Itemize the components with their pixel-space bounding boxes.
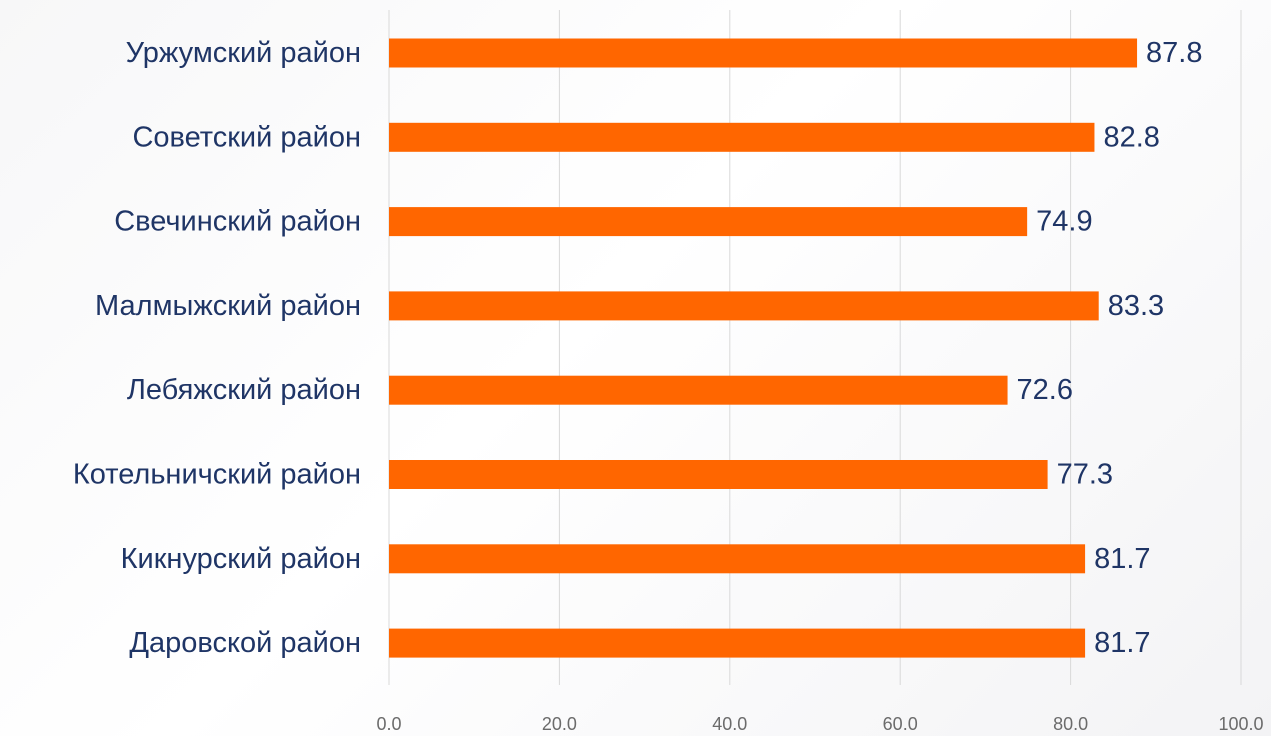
category-labels: Уржумский район Советский район Свечинский… — [73, 37, 361, 659]
category-label: Лебяжский район — [127, 374, 361, 406]
bar — [389, 460, 1048, 489]
x-axis-tick-labels: 0.0 20.0 40.0 60.0 80.0 100.0 — [376, 714, 1263, 734]
gridlines — [388, 10, 1242, 685]
x-tick-label: 80.0 — [1053, 714, 1088, 734]
category-label: Уржумский район — [126, 37, 361, 69]
x-tick-label: 20.0 — [542, 714, 577, 734]
category-label: Кикнурский район — [121, 543, 361, 575]
x-tick-label: 60.0 — [883, 714, 918, 734]
bar — [389, 207, 1028, 237]
data-label: 82.8 — [1103, 121, 1159, 153]
category-label: Советский район — [132, 121, 361, 153]
category-label: Свечинский район — [114, 206, 361, 238]
category-label: Даровской район — [129, 627, 361, 659]
data-label: 81.7 — [1094, 543, 1150, 575]
data-label: 77.3 — [1057, 459, 1113, 491]
bar — [389, 38, 1138, 68]
category-label: Котельничский район — [73, 459, 361, 491]
data-label: 74.9 — [1036, 206, 1092, 238]
data-label: 83.3 — [1108, 290, 1164, 322]
data-label: 72.6 — [1017, 374, 1073, 406]
value-labels: 87.8 82.8 74.9 83.3 72.6 77.3 81.7 81.7 — [1017, 37, 1203, 659]
data-label: 87.8 — [1146, 37, 1202, 69]
category-label: Малмыжский район — [95, 290, 361, 322]
bar — [389, 544, 1086, 574]
bars — [389, 38, 1138, 658]
x-tick-label: 0.0 — [376, 714, 401, 734]
bar — [389, 628, 1086, 658]
x-tick-label: 40.0 — [712, 714, 747, 734]
bar — [389, 375, 1008, 405]
data-label: 81.7 — [1094, 627, 1150, 659]
bar — [389, 122, 1095, 152]
x-tick-label: 100.0 — [1218, 714, 1263, 734]
bar — [389, 291, 1099, 321]
